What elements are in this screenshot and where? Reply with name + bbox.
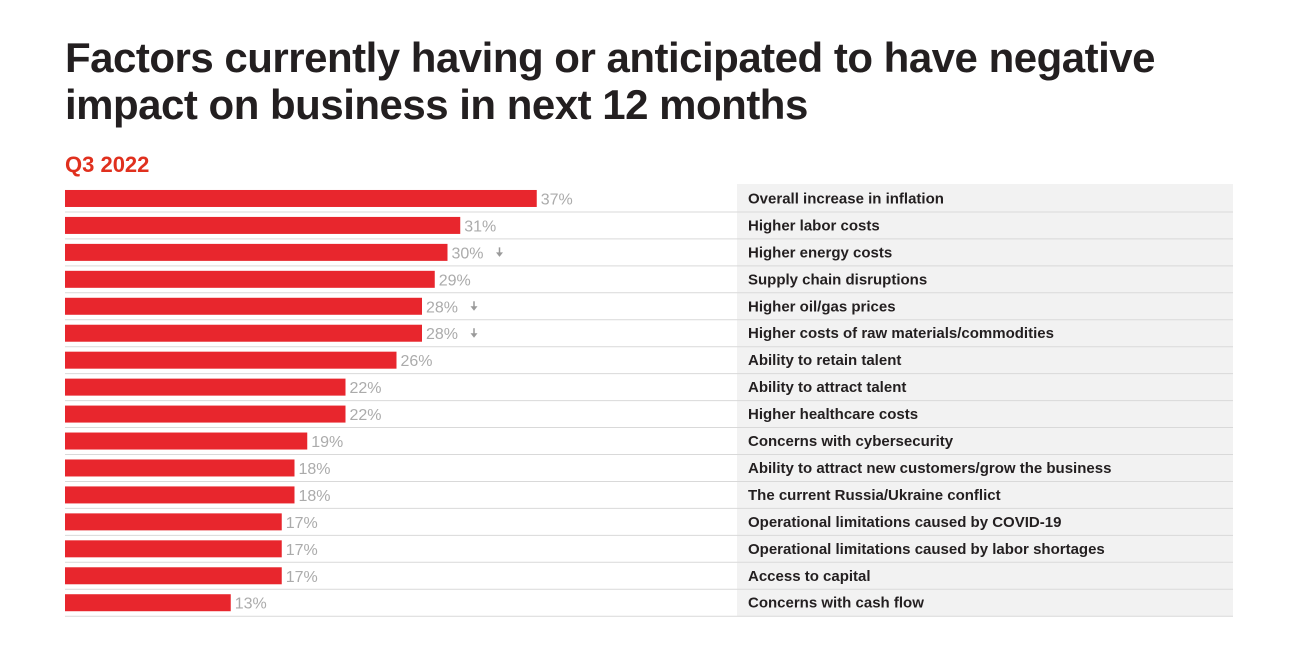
bar-7 [65,351,397,369]
category-label: Higher labor costs [748,217,880,234]
value-label: 19% [311,434,343,451]
value-label: 22% [350,380,382,397]
category-label: The current Russia/Ukraine conflict [748,487,1001,504]
bar-11 [65,459,295,477]
bar-6 [65,324,422,342]
arrow-down-icon [470,328,478,338]
bar-15 [65,567,282,585]
bar-5 [65,297,422,315]
category-label: Higher energy costs [748,244,892,261]
bar-3 [65,243,448,261]
bar-10 [65,432,308,450]
value-label: 13% [235,596,267,613]
value-label: 31% [464,218,496,235]
chart-subtitle: Q3 2022 [65,152,150,177]
bar-4 [65,270,435,288]
value-label: 28% [426,299,458,316]
category-label: Higher costs of raw materials/commoditie… [748,325,1054,342]
value-label: 22% [350,407,382,424]
bar-8 [65,378,346,396]
value-label: 17% [286,515,318,532]
category-label: Ability to attract new customers/grow th… [748,460,1111,477]
value-label: 37% [541,191,573,208]
category-label: Operational limitations caused by labor … [748,541,1105,558]
category-label: Supply chain disruptions [748,271,927,288]
category-label: Operational limitations caused by COVID-… [748,514,1061,531]
value-label: 18% [299,461,331,478]
chart-title: Factors currently having or anticipated … [65,34,1155,128]
category-label: Concerns with cash flow [748,595,924,612]
category-label: Overall increase in inflation [748,190,944,207]
category-label: Ability to retain talent [748,352,901,369]
bar-12 [65,486,295,504]
category-label: Access to capital [748,568,871,585]
category-label: Ability to attract talent [748,379,906,396]
bar-2 [65,216,461,234]
bar-1 [65,189,537,207]
value-label: 30% [452,245,484,262]
bar-13 [65,513,282,531]
arrow-down-icon [496,247,503,257]
arrow-down-icon [470,301,478,311]
value-label: 18% [299,488,331,505]
bar-16 [65,594,231,612]
category-label: Higher oil/gas prices [748,298,896,315]
category-label: Higher healthcare costs [748,406,918,423]
value-label: 26% [401,353,433,370]
value-label: 28% [426,326,458,343]
value-label: 17% [286,569,318,586]
bar-14 [65,540,282,558]
category-label: Concerns with cybersecurity [748,433,954,450]
value-label: 29% [439,272,471,289]
value-label: 17% [286,542,318,559]
bar-9 [65,405,346,423]
